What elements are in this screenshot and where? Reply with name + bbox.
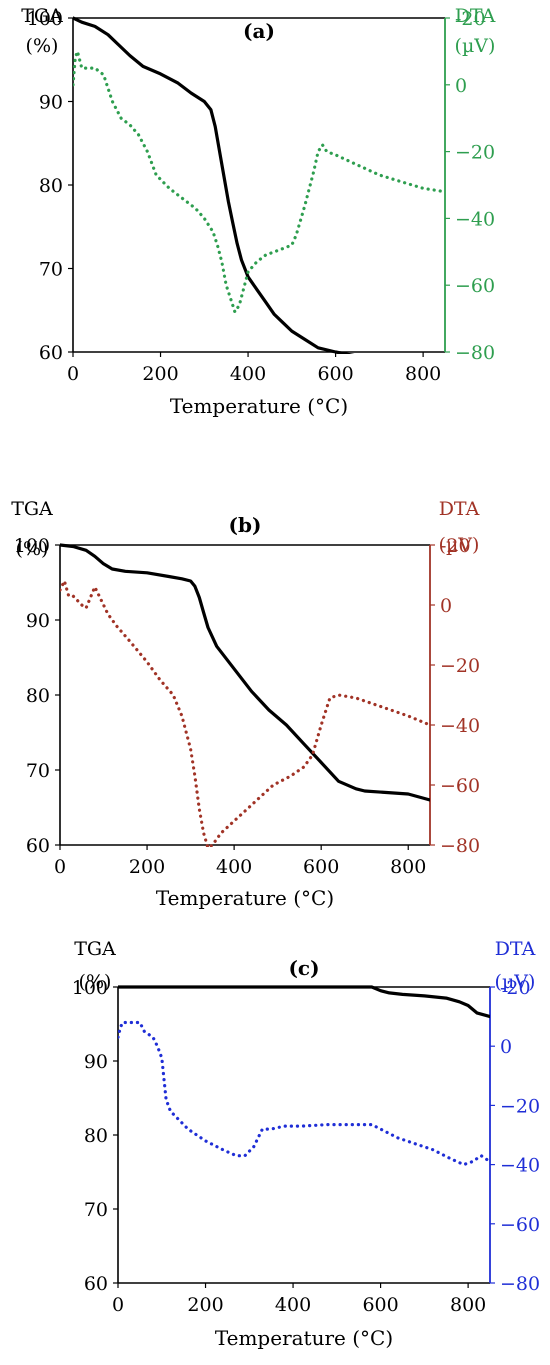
y-right-tick-label: -20	[455, 8, 486, 30]
panel-label: (a)	[243, 19, 275, 43]
dta-series-line	[118, 1020, 490, 1167]
y-right-tick-label: −40	[500, 1155, 540, 1177]
y-left-tick-label: 90	[26, 610, 50, 632]
y-left-tick-label: 70	[39, 259, 63, 281]
y-right-tick-label: −20	[455, 142, 495, 164]
x-tick-label: 600	[362, 1294, 398, 1316]
y-right-axis-label-line1: DTA	[455, 5, 496, 27]
x-tick-label: 800	[450, 1294, 486, 1316]
y-right-tick-label: −80	[455, 342, 495, 364]
tga-series-line	[60, 543, 430, 802]
panel-label: (b)	[229, 513, 262, 537]
y-left-tick-label: 80	[26, 685, 50, 707]
y-left-tick-label: 100	[72, 977, 108, 999]
y-left-axis-label-line2: (%)	[26, 35, 59, 57]
x-tick-label: 400	[275, 1294, 311, 1316]
x-tick-label: 0	[112, 1294, 124, 1316]
tga-series-line	[73, 16, 355, 354]
y-left-axis-label-line2: (%)	[79, 971, 112, 993]
chart-panel-3: 0 200 400 600 800 60 70 80 90 100 −80 −60 −40 −20 0 -20…	[72, 938, 540, 1350]
y-left-tick-label: 80	[39, 175, 63, 197]
y-left-tick-label: 80	[84, 1125, 108, 1147]
y-left-tick-label: 60	[84, 1273, 108, 1295]
y-right-axis-label-line2: (µV)	[455, 35, 496, 57]
y-left-axis-label-line1: TGA	[11, 498, 53, 520]
y-right-tick-label: -20	[440, 535, 471, 557]
x-axis-label: Temperature (°C)	[215, 1326, 393, 1350]
y-right-tick-label: −40	[440, 715, 480, 737]
y-right-tick-label: −20	[440, 655, 480, 677]
x-tick-label: 400	[216, 856, 252, 878]
x-tick-label: 0	[54, 856, 66, 878]
x-tick-label: 200	[142, 363, 178, 385]
x-tick-label: 800	[405, 363, 441, 385]
y-right-tick-label: −80	[440, 835, 480, 857]
y-left-tick-label: 60	[39, 342, 63, 364]
y-left-axis-label-line2: (%)	[16, 538, 49, 560]
x-tick-label: 200	[187, 1294, 223, 1316]
y-left-tick-label: 70	[26, 760, 50, 782]
y-right-axis-label-line1: DTA	[439, 498, 480, 520]
y-left-tick-label: 70	[84, 1199, 108, 1221]
dta-series-line	[60, 579, 430, 847]
y-right-tick-label: 0	[500, 1036, 512, 1058]
y-left-tick-label: 100	[14, 535, 50, 557]
y-right-tick-label: −60	[455, 275, 495, 297]
y-right-tick-label: 0	[440, 595, 452, 617]
chart-panel-1: 0 200 400 600 800 60 70 80 90 100 −80 −60 −40 −20 0 -20…	[21, 5, 495, 418]
y-right-tick-label: −20	[500, 1095, 540, 1117]
panel-label: (c)	[288, 956, 319, 980]
y-right-axis-label-line2: (µV)	[495, 971, 536, 993]
y-left-axis-label-line1: TGA	[21, 5, 63, 27]
x-tick-label: 400	[230, 363, 266, 385]
y-right-tick-label: −60	[500, 1214, 540, 1236]
x-axis-label: Temperature (°C)	[170, 394, 348, 418]
y-left-tick-label: 60	[26, 835, 50, 857]
tga-series-line	[118, 985, 490, 1019]
y-left-tick-label: 100	[27, 8, 63, 30]
dta-series-line	[73, 49, 445, 314]
x-tick-label: 600	[303, 856, 339, 878]
chart-panel-2: 0 200 400 600 800 60 70 80 90 100 −80 −60 −40 −20 0 -20…	[11, 498, 480, 910]
x-tick-label: 0	[67, 363, 79, 385]
y-right-tick-label: 0	[455, 75, 467, 97]
y-left-tick-label: 90	[39, 92, 63, 114]
y-right-tick-label: −60	[440, 775, 480, 797]
y-right-tick-label: -20	[500, 977, 531, 999]
x-tick-label: 600	[317, 363, 353, 385]
x-tick-label: 800	[390, 856, 426, 878]
x-tick-label: 200	[129, 856, 165, 878]
y-right-tick-label: −40	[455, 208, 495, 230]
y-left-tick-label: 90	[84, 1051, 108, 1073]
y-left-axis-label-line1: TGA	[74, 938, 116, 960]
y-right-axis-label-line1: DTA	[495, 938, 536, 960]
y-right-axis-label-line2: (µV)	[439, 534, 480, 556]
y-right-tick-label: −80	[500, 1273, 540, 1295]
x-axis-label: Temperature (°C)	[156, 886, 334, 910]
